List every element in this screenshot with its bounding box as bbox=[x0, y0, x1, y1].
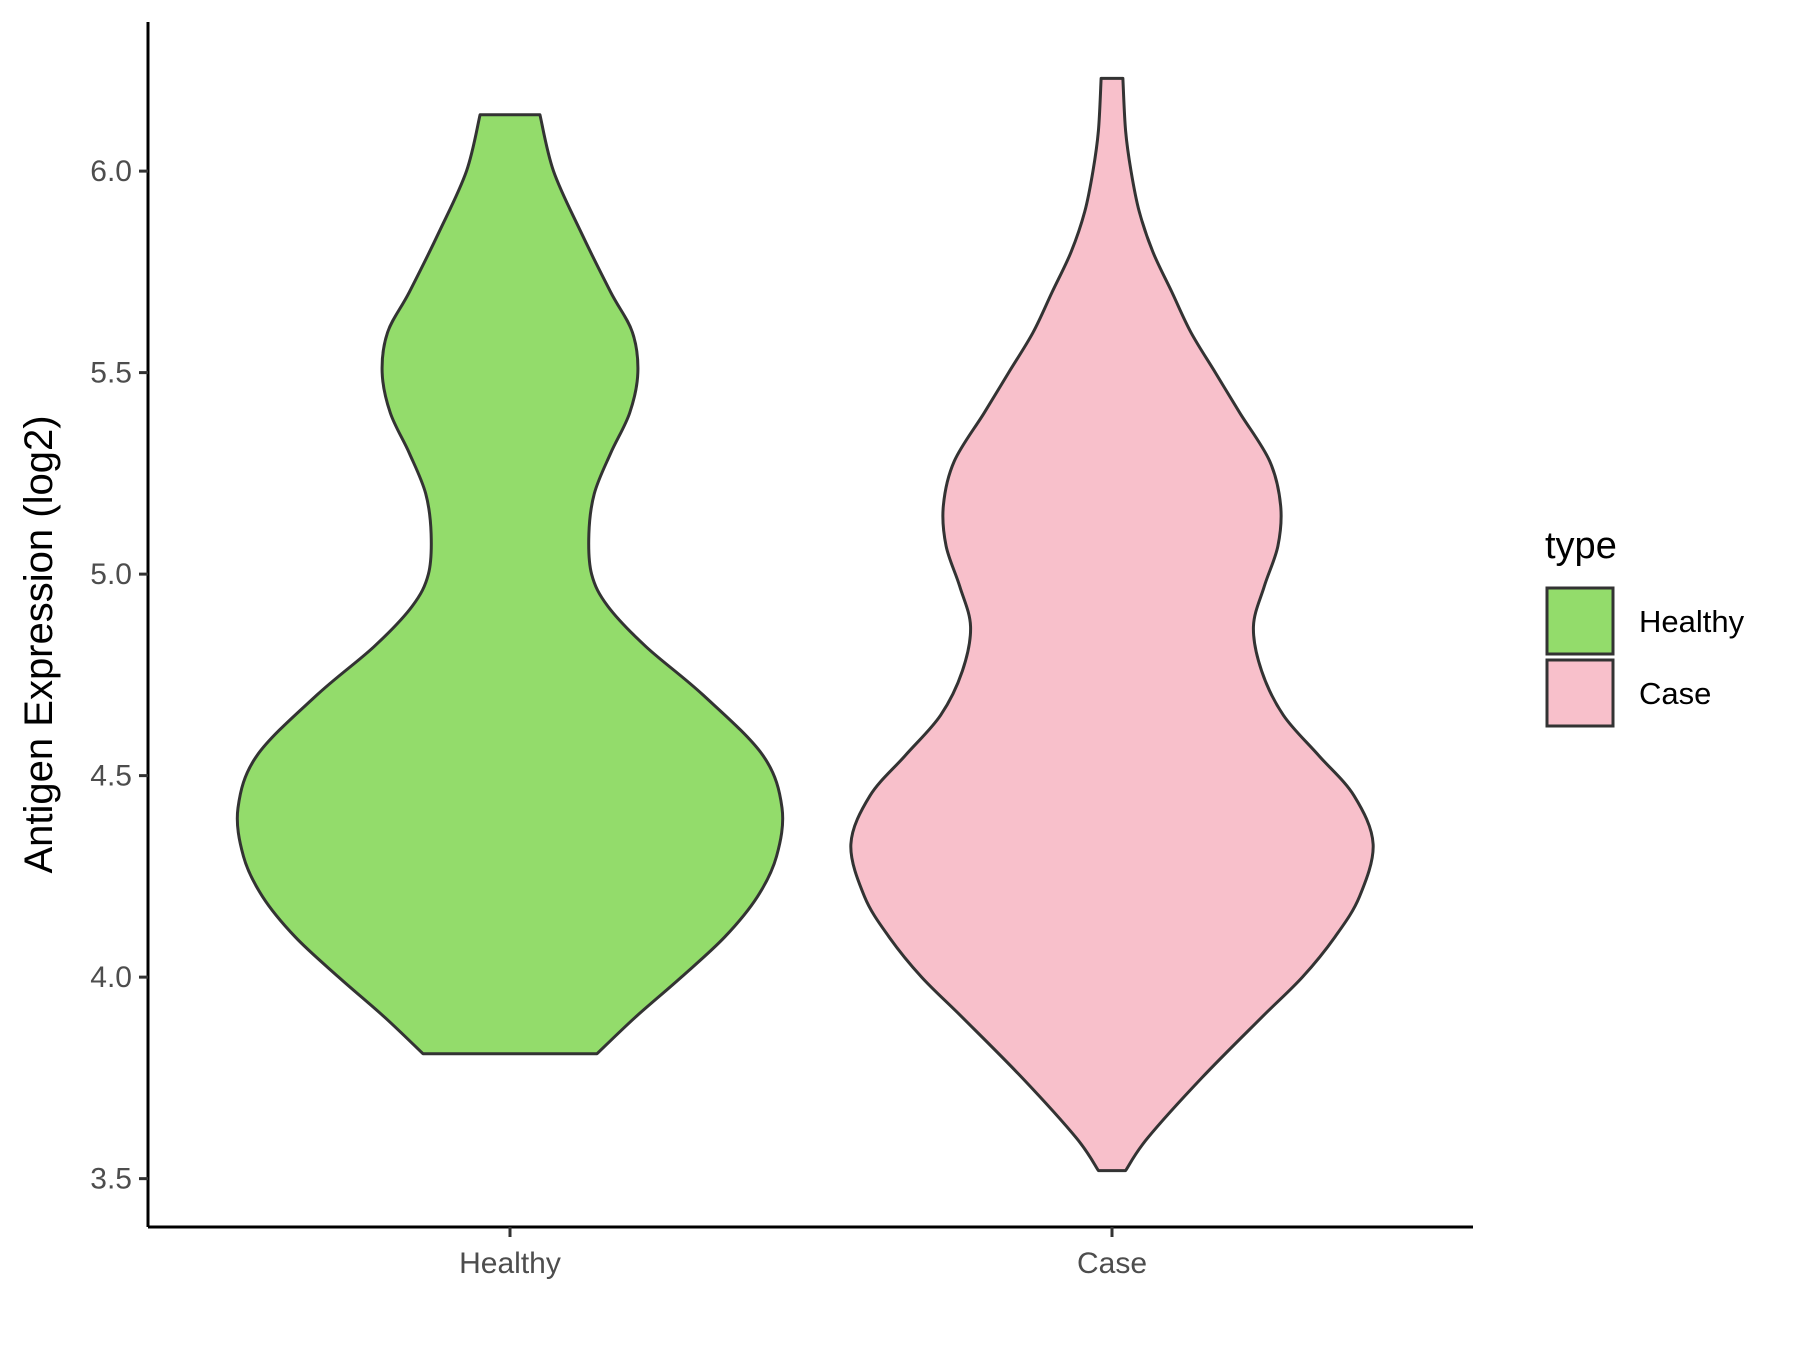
y-tick-label: 6.0 bbox=[90, 155, 132, 188]
y-tick-label: 5.0 bbox=[90, 558, 132, 591]
y-axis-ticks: 3.5 4.0 4.5 5.0 5.5 6.0 bbox=[90, 155, 148, 1196]
y-tick-label: 3.5 bbox=[90, 1163, 132, 1196]
y-axis-title: Antigen Expression (log2) bbox=[17, 415, 61, 873]
legend-items: Healthy Case bbox=[1545, 586, 1745, 728]
legend-swatch-case bbox=[1545, 658, 1615, 728]
legend-label-case: Case bbox=[1639, 676, 1711, 711]
x-axis-ticks: Healthy Case bbox=[459, 1227, 1147, 1280]
violin-layer bbox=[235, 76, 1375, 1173]
legend: type Healthy Case bbox=[1545, 525, 1745, 728]
legend-swatch-healthy bbox=[1545, 586, 1615, 656]
x-tick-label: Healthy bbox=[459, 1247, 561, 1280]
x-tick-label: Case bbox=[1077, 1247, 1147, 1280]
axes: 3.5 4.0 4.5 5.0 5.5 6.0 Healthy Case bbox=[90, 22, 1473, 1280]
y-tick-label: 4.5 bbox=[90, 760, 132, 793]
violin-case bbox=[849, 76, 1375, 1173]
y-tick-label: 5.5 bbox=[90, 357, 132, 390]
legend-label-healthy: Healthy bbox=[1639, 604, 1745, 639]
y-tick-label: 4.0 bbox=[90, 961, 132, 994]
legend-title: type bbox=[1545, 525, 1617, 567]
violin-healthy bbox=[235, 113, 785, 1056]
